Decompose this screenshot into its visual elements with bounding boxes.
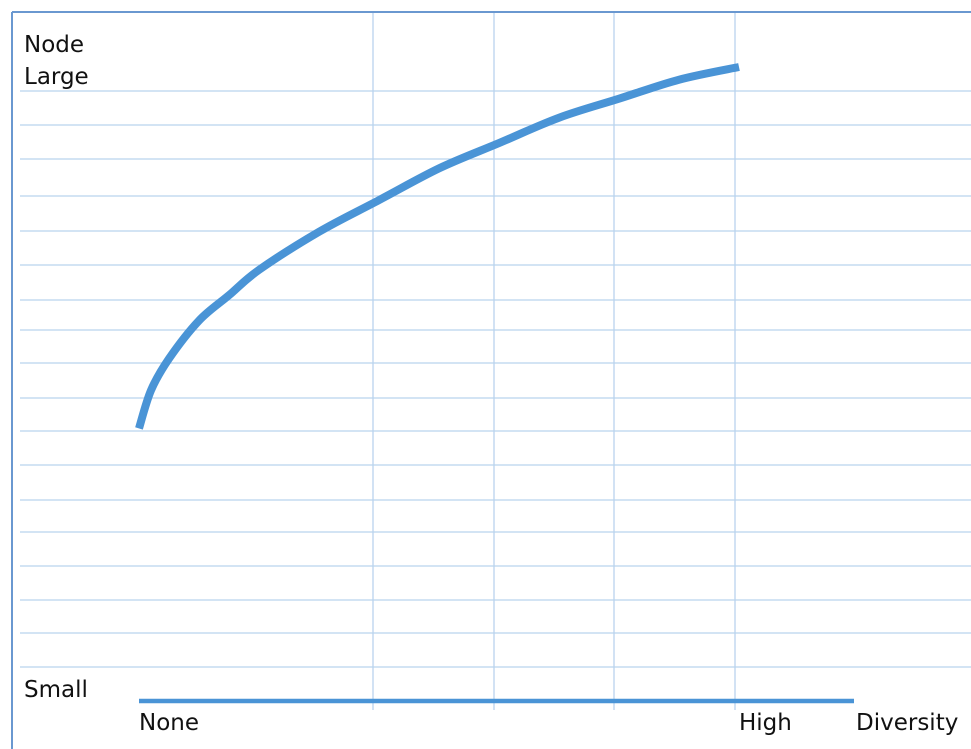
series-line — [135, 63, 740, 430]
y-axis-label: Node — [24, 32, 84, 58]
y-tick-label-bottom: Small — [24, 677, 88, 703]
line-layer — [135, 63, 740, 430]
x-tick-label-end: High — [739, 710, 792, 736]
x-axis-label: Diversity — [856, 710, 958, 736]
label-layer: Node Large Small None High Diversity — [24, 32, 958, 736]
frame-layer — [11, 11, 971, 749]
x-tick-label-start: None — [139, 710, 199, 736]
y-tick-label-top: Large — [24, 64, 89, 90]
grid-layer — [20, 12, 971, 710]
